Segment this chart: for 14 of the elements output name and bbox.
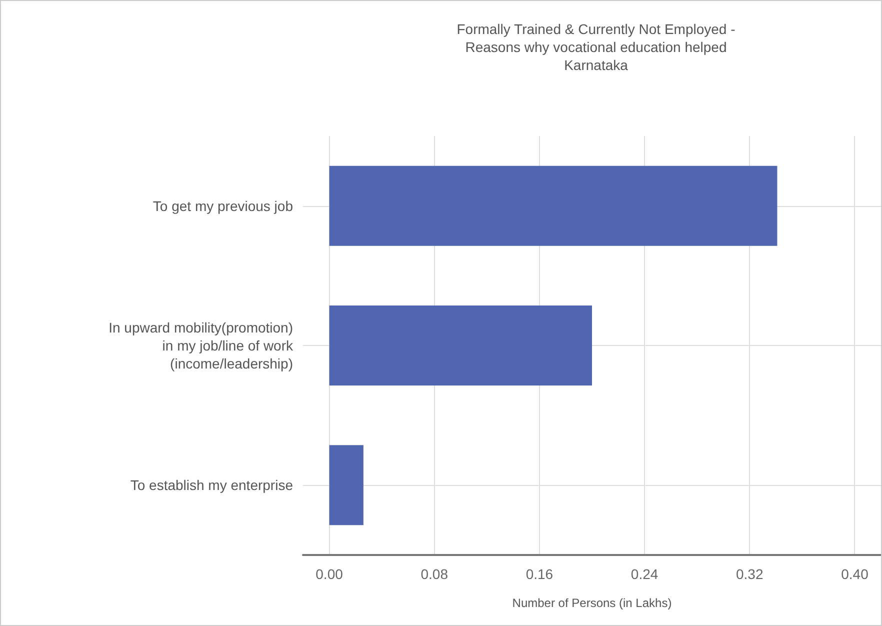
bar xyxy=(329,166,778,246)
bar xyxy=(329,306,592,386)
x-tick-label: 0.00 xyxy=(316,566,344,582)
y-tick-label: In upward mobility(promotion) in my job/line of work (income/leadership) xyxy=(108,320,294,372)
x-tick-label: 0.24 xyxy=(630,566,658,582)
y-tick-label: To get my previous job xyxy=(152,198,294,214)
chart-title: Formally Trained & Currently Not Employed - Reasons why vocational education helped Karnataka xyxy=(456,21,736,73)
x-tick-label: 0.08 xyxy=(420,566,448,582)
x-tick-label: 0.32 xyxy=(736,566,764,582)
x-tick-label: 0.16 xyxy=(526,566,554,582)
bar xyxy=(329,445,364,526)
x-axis-title: Number of Persons (in Lakhs) xyxy=(512,596,672,610)
x-tick-label: 0.40 xyxy=(841,566,869,582)
y-tick-label: To establish my enterprise xyxy=(130,477,294,494)
